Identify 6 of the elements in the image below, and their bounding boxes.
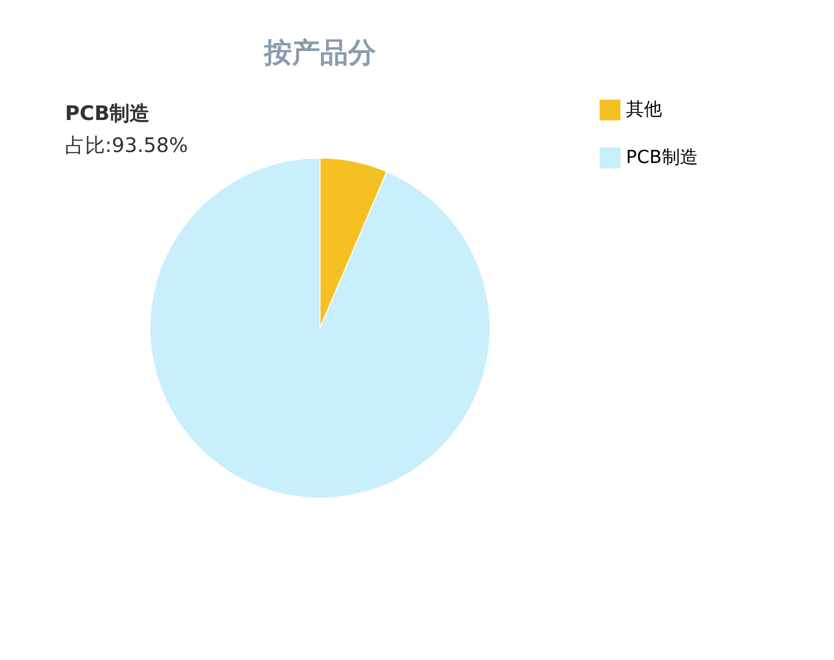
legend-label: PCB制造 — [626, 147, 698, 168]
chart-title: 按产品分 — [263, 36, 377, 69]
text: 占比:93.58% — [65, 133, 188, 157]
text: PCB制造 — [65, 101, 150, 125]
pie-slice — [150, 158, 490, 498]
legend-label: 其他 — [626, 99, 662, 120]
